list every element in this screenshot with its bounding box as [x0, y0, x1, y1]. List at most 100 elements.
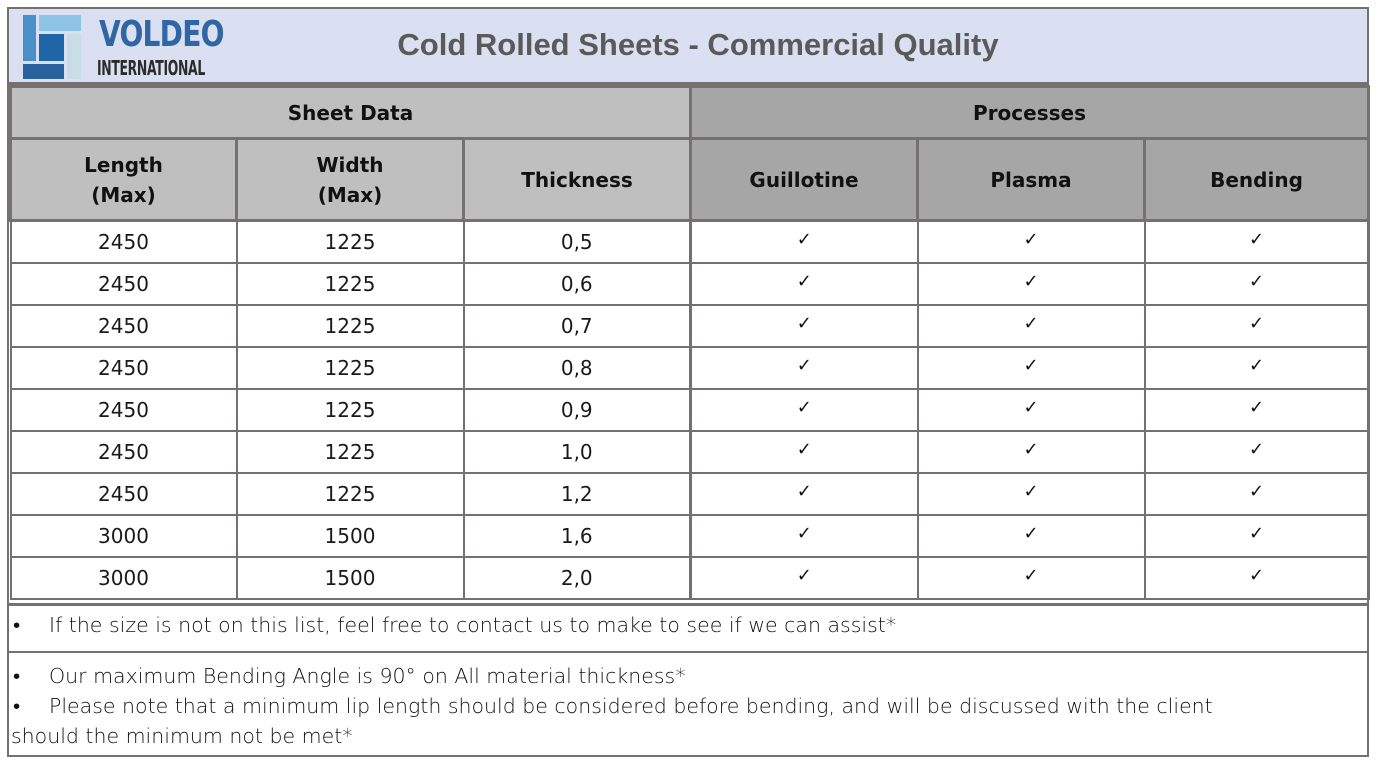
cell-length: 2450	[9, 219, 238, 264]
checkmark-icon: ✓	[1023, 438, 1039, 460]
cell-plasma: ✓	[916, 387, 1146, 432]
cell-bending: ✓	[1143, 471, 1370, 516]
cell-width: 1225	[235, 261, 465, 306]
cell-thickness: 0,8	[462, 345, 693, 390]
cell-guillotine: ✓	[689, 303, 919, 348]
table-row: 2450 1225 0,9 ✓ ✓ ✓	[9, 387, 1370, 432]
note-continuation: should the minimum not be met*	[11, 724, 353, 748]
checkmark-icon: ✓	[796, 522, 812, 544]
cell-bending: ✓	[1143, 513, 1370, 558]
cell-width: 1225	[235, 219, 465, 264]
checkmark-icon: ✓	[796, 354, 812, 376]
cell-bending: ✓	[1143, 387, 1370, 432]
cell-bending: ✓	[1143, 303, 1370, 348]
note-item: • If the size is not on this list, feel f…	[11, 613, 1367, 638]
cell-width: 1225	[235, 345, 465, 390]
checkmark-icon: ✓	[1248, 270, 1265, 292]
cell-length: 2450	[9, 261, 238, 306]
group-header-row: Sheet Data Processes	[8, 85, 1371, 140]
checkmark-icon: ✓	[1023, 270, 1039, 292]
cell-length: 3000	[9, 555, 238, 600]
checkmark-icon: ✓	[1023, 480, 1039, 502]
logo-subtitle: INTERNATIONAL	[97, 56, 205, 80]
cell-length: 2450	[9, 345, 238, 390]
checkmark-icon: ✓	[796, 564, 812, 586]
table-row: 2450 1225 1,2 ✓ ✓ ✓	[9, 471, 1370, 516]
table-row: 2450 1225 0,6 ✓ ✓ ✓	[9, 261, 1370, 306]
bullet-icon: •	[13, 664, 21, 688]
note-text: If the size is not on this list, feel fr…	[49, 613, 897, 637]
checkmark-icon: ✓	[1023, 354, 1039, 376]
bullet-icon: •	[13, 613, 21, 637]
table-row: 2450 1225 0,8 ✓ ✓ ✓	[9, 345, 1370, 390]
cell-plasma: ✓	[916, 303, 1146, 348]
checkmark-icon: ✓	[1023, 396, 1039, 418]
cell-length: 2450	[9, 303, 238, 348]
checkmark-icon: ✓	[796, 438, 812, 460]
checkmark-icon: ✓	[796, 396, 812, 418]
cell-length: 2450	[9, 471, 238, 516]
cell-guillotine: ✓	[689, 555, 919, 600]
checkmark-icon: ✓	[796, 270, 812, 292]
notes-block-bending: • Our maximum Bending Angle is 90° on All…	[9, 653, 1367, 755]
table-row: 2450 1225 0,5 ✓ ✓ ✓	[9, 219, 1370, 264]
column-header-sublabel: (Max)	[317, 182, 383, 207]
checkmark-icon: ✓	[1023, 564, 1039, 586]
column-header-label: Width	[316, 152, 384, 177]
checkmark-icon: ✓	[1248, 522, 1265, 544]
table-row: 2450 1225 1,0 ✓ ✓ ✓	[9, 429, 1370, 474]
cell-bending: ✓	[1143, 345, 1370, 390]
cell-thickness: 0,6	[462, 261, 693, 306]
note-item: • Please note that a minimum lip length s…	[11, 691, 1367, 721]
group-header-sheet-data: Sheet Data	[8, 85, 693, 140]
cell-plasma: ✓	[916, 219, 1146, 264]
column-header-plasma: Plasma	[916, 137, 1147, 222]
checkmark-icon: ✓	[1248, 480, 1265, 502]
checkmark-icon: ✓	[796, 312, 812, 334]
cell-thickness: 1,6	[462, 513, 693, 558]
bullet-icon: •	[13, 694, 21, 718]
cell-plasma: ✓	[916, 555, 1146, 600]
cell-width: 1225	[235, 429, 465, 474]
column-header-width: Width (Max)	[235, 137, 465, 222]
cell-bending: ✓	[1143, 219, 1370, 264]
cell-thickness: 0,9	[462, 387, 693, 432]
title-bar: VOLDEO INTERNATIONAL Cold Rolled Sheets …	[9, 9, 1367, 85]
cell-width: 1225	[235, 387, 465, 432]
cell-bending: ✓	[1143, 261, 1370, 306]
cell-guillotine: ✓	[689, 513, 919, 558]
column-header-thickness: Thickness	[461, 137, 693, 222]
cell-guillotine: ✓	[689, 429, 919, 474]
cell-length: 2450	[9, 429, 238, 474]
cell-guillotine: ✓	[689, 387, 919, 432]
cell-plasma: ✓	[916, 471, 1146, 516]
cell-width: 1225	[235, 303, 465, 348]
cell-guillotine: ✓	[689, 471, 919, 516]
column-header-guillotine: Guillotine	[689, 137, 920, 222]
cell-thickness: 1,2	[462, 471, 693, 516]
checkmark-icon: ✓	[796, 480, 812, 502]
sheet-table: Sheet Data Processes Length (Max) Width (M…	[8, 85, 1371, 600]
cell-plasma: ✓	[916, 261, 1146, 306]
column-header-row: Length (Max) Width (Max) Thickness Guillot…	[9, 137, 1371, 222]
checkmark-icon: ✓	[1248, 354, 1265, 376]
checkmark-icon: ✓	[1248, 438, 1265, 460]
cell-thickness: 1,0	[462, 429, 693, 474]
checkmark-icon: ✓	[1248, 228, 1265, 250]
cell-length: 2450	[9, 387, 238, 432]
note-text: Please note that a minimum lip length sh…	[49, 694, 1213, 718]
checkmark-icon: ✓	[796, 228, 812, 250]
note-text: Our maximum Bending Angle is 90° on All …	[49, 664, 686, 688]
group-header-processes: Processes	[689, 85, 1371, 140]
column-header-label: Length	[84, 152, 163, 177]
table-row: 3000 1500 2,0 ✓ ✓ ✓	[9, 555, 1370, 600]
cell-bending: ✓	[1143, 429, 1370, 474]
cell-guillotine: ✓	[689, 261, 919, 306]
note-item: • Our maximum Bending Angle is 90° on All…	[11, 661, 1367, 691]
cell-thickness: 0,7	[462, 303, 693, 348]
notes-block-size: • If the size is not on this list, feel f…	[9, 603, 1367, 653]
table-row: 3000 1500 1,6 ✓ ✓ ✓	[9, 513, 1370, 558]
cell-width: 1225	[235, 471, 465, 516]
column-header-length: Length (Max)	[9, 137, 238, 222]
voldeo-logo: VOLDEO INTERNATIONAL	[21, 13, 224, 81]
